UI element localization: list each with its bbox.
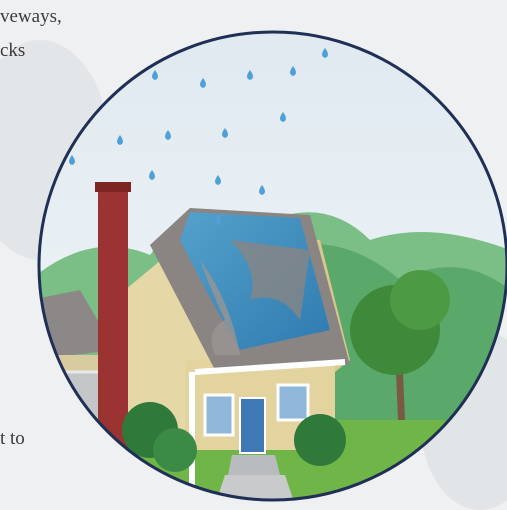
frame-circle	[37, 30, 507, 502]
text-line: t to	[0, 428, 25, 449]
text-line: cks	[0, 40, 26, 61]
text-line: veways,	[0, 6, 62, 27]
